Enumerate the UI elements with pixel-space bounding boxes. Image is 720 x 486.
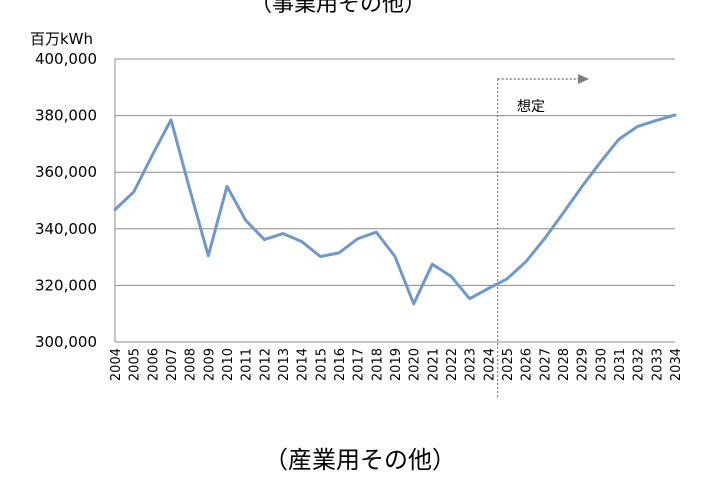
x-tick-label: 2024: [482, 348, 497, 381]
x-tick-label: 2007: [165, 348, 180, 381]
grid-lines: [115, 58, 675, 343]
x-tick-label: 2031: [613, 348, 628, 381]
y-axis: 300,000 320,000 340,000 360,000 380,000 400,0…: [35, 50, 116, 351]
x-tick-label: 2028: [557, 348, 572, 381]
x-tick-label: 2009: [202, 348, 217, 381]
x-tick-label: 2011: [240, 348, 255, 381]
y-tick-label: 320,000: [35, 276, 97, 294]
x-tick-label: 2005: [128, 348, 143, 381]
forecast-marker: [497, 74, 589, 397]
x-tick-label: 2025: [501, 348, 516, 381]
x-tick-label: 2027: [538, 348, 553, 381]
x-tick-label: 2029: [576, 348, 591, 381]
y-tick-label: 300,000: [35, 333, 97, 351]
y-tick-label: 340,000: [35, 220, 97, 238]
x-tick-label: 2030: [594, 348, 609, 381]
y-tick-label: 400,000: [35, 50, 97, 68]
forecast-arrow-head: [578, 74, 589, 84]
x-tick-label: 2016: [333, 348, 348, 381]
x-axis: 2004 2005 2006 2007 2008 2009 2010 2011 2012 2013…: [109, 341, 684, 381]
x-tick-label: 2018: [370, 348, 385, 381]
x-tick-label: 2026: [520, 348, 535, 381]
y-tick-label: 360,000: [35, 163, 97, 181]
x-tick-label: 2004: [109, 348, 124, 381]
x-tick-label: 2010: [221, 348, 236, 381]
x-tick-label: 2017: [352, 348, 367, 381]
y-unit-label: 百万kWh: [30, 30, 93, 48]
x-tick-label: 2020: [408, 348, 423, 381]
x-tick-label: 2015: [314, 348, 329, 381]
x-tick-label: 2013: [277, 348, 292, 381]
y-tick-label: 380,000: [35, 107, 97, 125]
x-tick-label: 2019: [389, 348, 404, 381]
x-tick-label: 2012: [258, 348, 273, 381]
series-layer: [113, 113, 677, 306]
x-tick-label: 2022: [445, 348, 460, 381]
x-tick-label: 2021: [426, 348, 441, 381]
x-tick-label: 2023: [464, 348, 479, 381]
forecast-annotation: 想定: [517, 99, 545, 115]
chart-caption: （産業用その他）: [264, 446, 456, 474]
x-tick-label: 2032: [632, 348, 647, 381]
x-tick-label: 2034: [669, 348, 684, 381]
series-line: [113, 113, 677, 306]
x-tick-label: 2008: [184, 348, 199, 381]
x-tick-label: 2014: [296, 348, 311, 381]
x-tick-label: 2006: [146, 348, 161, 381]
x-tick-label: 2033: [650, 348, 665, 381]
top-caption-fragment: （事業用その他）: [250, 0, 427, 17]
